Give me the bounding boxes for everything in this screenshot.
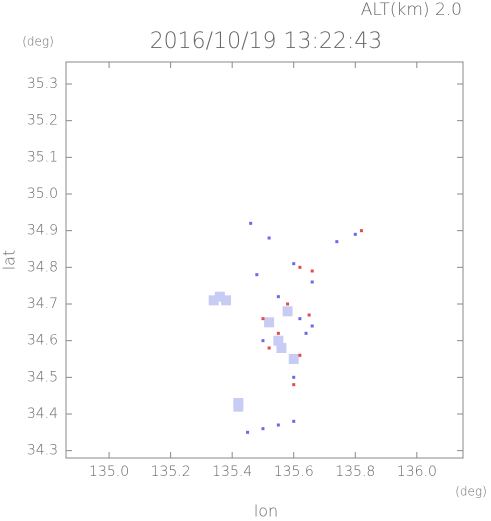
echo-point (276, 331, 280, 335)
echo-point (214, 291, 225, 302)
echo-point (359, 229, 363, 233)
echo-point (276, 295, 280, 299)
plot-frame (65, 61, 464, 459)
echo-point (304, 331, 308, 335)
x-tick-label: 136.0 (397, 464, 437, 480)
echo-point (288, 354, 299, 364)
echo-point (335, 240, 339, 244)
echo-point (267, 236, 271, 240)
y-tick-label: 35.2 (27, 113, 58, 129)
echo-point (292, 383, 296, 387)
y-axis-label: lat (0, 250, 19, 271)
echo-point (273, 335, 284, 346)
echo-point (310, 280, 314, 284)
echo-point (267, 346, 271, 350)
echo-point (282, 306, 293, 317)
echo-point (292, 262, 296, 266)
echo-point (249, 221, 253, 225)
echo-point (307, 313, 311, 317)
y-tick-label: 34.7 (27, 296, 58, 312)
echo-point (310, 324, 314, 328)
echo-point (246, 430, 250, 434)
x-axis-label: lon (254, 502, 278, 521)
y-tick-label: 34.6 (27, 333, 58, 349)
echo-point (292, 419, 296, 423)
echo-point (298, 317, 302, 321)
chart-title: 2016/10/19 13:22:43 (150, 29, 383, 54)
y-tick-label: 34.3 (27, 443, 58, 459)
echo-point (255, 273, 259, 277)
echo-point (298, 265, 302, 269)
echo-point (264, 317, 275, 328)
y-tick-label: 34.4 (27, 406, 58, 422)
echo-point (276, 343, 287, 353)
subtitle: ALT(km) 2.0 (361, 0, 462, 20)
y-tick-label: 35.1 (27, 149, 58, 165)
y-tick-label: 35.3 (27, 76, 58, 92)
echo-point (286, 302, 290, 306)
echo-point (233, 401, 244, 412)
echo-point (261, 427, 265, 431)
x-tick-label: 135.2 (151, 464, 191, 480)
y-unit: (deg) (22, 35, 54, 49)
echo-point (298, 353, 302, 357)
echo-point (221, 295, 232, 306)
echo-point (261, 317, 265, 321)
x-tick-label: 135.4 (212, 464, 252, 480)
echo-point (261, 339, 265, 343)
x-tick-label: 135.6 (274, 464, 314, 480)
echo-point (208, 295, 219, 306)
x-tick-label: 135.8 (335, 464, 375, 480)
echo-point (353, 232, 357, 236)
y-tick-label: 34.9 (27, 223, 58, 239)
echo-point (292, 375, 296, 379)
y-tick-label: 34.8 (27, 259, 58, 275)
y-tick-label: 34.5 (27, 369, 58, 385)
echo-point (276, 423, 280, 427)
y-tick-label: 35.0 (27, 186, 58, 202)
x-unit: (deg) (455, 485, 487, 499)
x-tick-label: 135.0 (89, 464, 129, 480)
echo-point (310, 269, 314, 273)
